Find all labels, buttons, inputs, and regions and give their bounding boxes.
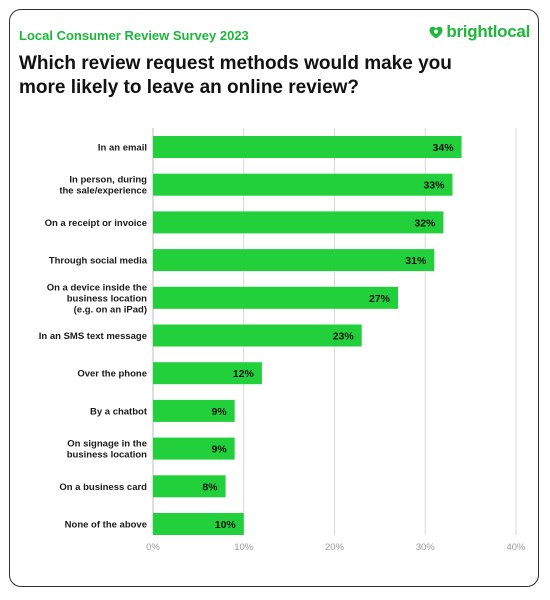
category-label: None of the above <box>65 520 147 531</box>
category-label: On a device inside the business location(… <box>47 282 147 315</box>
category-label: By a chatbot <box>90 406 148 417</box>
x-tick-label: 10% <box>234 542 254 553</box>
bar-value-label: 10% <box>215 519 237 531</box>
category-label-line: (e.g. on an iPad) <box>74 304 147 315</box>
brand-name: brightlocal <box>446 22 530 41</box>
category-label-line: On a business card <box>59 482 147 493</box>
bar-value-label: 27% <box>369 293 391 305</box>
x-tick-label: 40% <box>506 542 526 553</box>
category-label-line: In an SMS text message <box>39 331 147 342</box>
bar-value-label: 12% <box>233 368 255 380</box>
category-label: On signage in the business location <box>67 439 147 461</box>
bar-value-label: 23% <box>333 331 355 343</box>
category-label: Over the phone <box>77 369 147 380</box>
bar <box>153 136 462 158</box>
category-label-line: Over the phone <box>77 369 147 380</box>
x-tick-label: 30% <box>416 542 436 553</box>
bar-value-label: 9% <box>211 444 227 456</box>
brand-logo: brightlocal <box>429 22 530 42</box>
bar <box>153 513 244 535</box>
category-label-line: the sale/experience <box>59 186 147 197</box>
category-label-line: In an email <box>98 143 147 154</box>
category-label-line: On signage in the <box>67 439 147 450</box>
category-label-line: By a chatbot <box>90 406 148 417</box>
bar-value-label: 31% <box>405 255 427 267</box>
chart-title: Which review request methods would make … <box>19 53 452 98</box>
bar <box>153 173 453 196</box>
category-label-line: On a device inside the <box>47 282 147 293</box>
category-label-line: On a receipt or invoice <box>45 218 147 229</box>
survey-label: Local Consumer Review Survey 2023 <box>19 28 249 43</box>
category-label: In an email <box>98 143 147 154</box>
category-label: Through social media <box>49 256 148 267</box>
category-label-line: business location <box>67 450 147 461</box>
bar-value-label: 32% <box>414 217 436 229</box>
category-label: In person, during the sale/experience <box>59 175 147 197</box>
bar <box>153 475 226 498</box>
x-tick-label: 20% <box>325 542 345 553</box>
bar-value-label: 9% <box>211 406 227 418</box>
category-label-line: None of the above <box>65 520 147 531</box>
bar <box>153 437 235 460</box>
category-label: On a business card <box>59 482 147 493</box>
bar <box>153 362 262 385</box>
bar-value-label: 34% <box>433 142 455 154</box>
category-label: In an SMS text message <box>39 331 147 342</box>
bar <box>153 211 444 234</box>
bar <box>153 286 399 309</box>
category-label-line: business location <box>67 293 147 304</box>
heart-icon <box>429 26 443 38</box>
bar <box>153 324 362 347</box>
bar <box>153 399 235 422</box>
bar-value-label: 33% <box>423 180 445 192</box>
category-label: On a receipt or invoice <box>45 218 147 229</box>
bar-value-label: 8% <box>202 481 218 493</box>
category-label-line: In person, during <box>69 175 147 186</box>
x-tick-label: 0% <box>146 542 160 553</box>
bar <box>153 249 435 272</box>
category-label-line: Through social media <box>49 256 148 267</box>
